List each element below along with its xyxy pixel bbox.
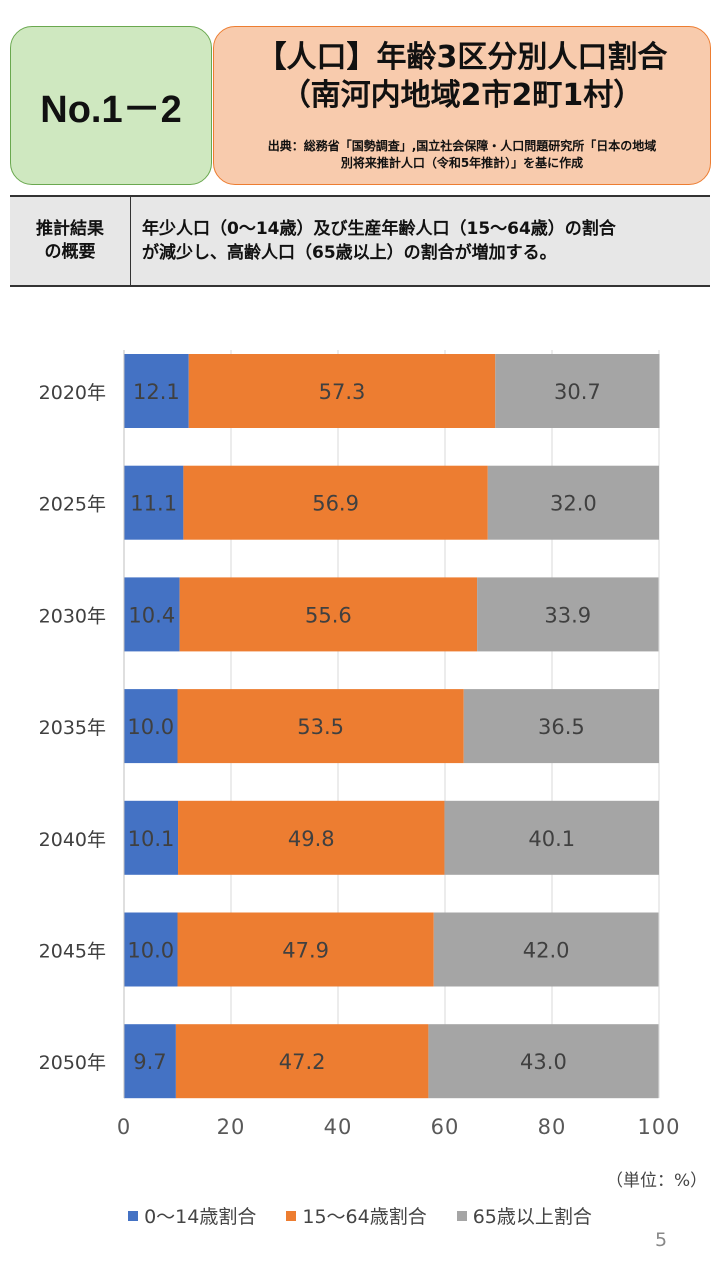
title-box: 【人口】年齢3区分別人口割合 （南河内地域2市2町1村） 出典：総務省「国勢調査… — [213, 26, 711, 185]
x-tick-label: 40 — [324, 1115, 353, 1139]
data-label: 49.8 — [288, 827, 335, 851]
x-tick-label: 0 — [117, 1115, 131, 1139]
bar-segment — [428, 1024, 659, 1099]
data-label: 47.2 — [279, 1050, 326, 1074]
bar-segment — [495, 354, 660, 428]
bar-segment — [124, 912, 178, 987]
data-label: 30.7 — [554, 380, 601, 404]
chart-title: 【人口】年齢3区分別人口割合 （南河内地域2市2町1村） — [214, 39, 710, 115]
data-label: 56.9 — [312, 492, 359, 516]
summary-label: 推計結果 の概要 — [10, 197, 131, 285]
data-label: 36.5 — [538, 715, 585, 739]
data-label: 53.5 — [297, 715, 344, 739]
bar-segment — [487, 465, 659, 540]
slide-code-box: No.1－2 — [10, 26, 212, 185]
bar-segment — [124, 800, 179, 875]
bar-segment — [178, 800, 445, 875]
data-label: 47.9 — [282, 939, 329, 963]
summary-text-line-2: が減少し、高齢人口（65歳以上）の割合が増加する。 — [142, 243, 557, 263]
summary-label-line-2: の概要 — [44, 242, 96, 262]
bar-segment — [124, 1024, 176, 1099]
legend-item-0-14: 0～14歳割合 — [128, 1202, 256, 1229]
y-category-label: 2025年 — [39, 494, 106, 516]
data-label: 32.0 — [550, 492, 597, 516]
y-category-label: 2050年 — [39, 1052, 106, 1074]
data-label: 11.1 — [130, 492, 177, 516]
title-line-1: 【人口】年齢3区分別人口割合 — [256, 40, 668, 75]
title-line-2: （南河内地域2市2町1村） — [280, 78, 644, 113]
bar-segment — [124, 689, 178, 764]
bar-segment — [124, 354, 189, 428]
legend-label-15-64: 15～64歳割合 — [302, 1206, 427, 1228]
bar-segment — [175, 1024, 429, 1099]
summary-label-line-1: 推計結果 — [36, 219, 104, 239]
bar-segment — [179, 577, 478, 652]
x-tick-label: 60 — [431, 1115, 460, 1139]
legend-swatch-65-plus — [456, 1210, 467, 1221]
legend: 0～14歳割合 15～64歳割合 65歳以上割合 — [0, 1202, 720, 1229]
y-category-label: 2020年 — [39, 382, 106, 404]
legend-item-65-plus: 65歳以上割合 — [456, 1202, 592, 1229]
legend-label-65-plus: 65歳以上割合 — [472, 1206, 592, 1228]
y-category-label: 2030年 — [39, 605, 106, 627]
bar-segment — [177, 689, 464, 764]
data-label: 12.1 — [133, 380, 180, 404]
bar-segment — [124, 577, 180, 652]
data-label: 55.6 — [305, 603, 352, 627]
y-category-label: 2035年 — [39, 717, 106, 739]
legend-label-0-14: 0～14歳割合 — [144, 1206, 257, 1228]
data-label: 33.9 — [544, 603, 591, 627]
data-label: 40.1 — [528, 827, 575, 851]
page-number: 5 — [655, 1229, 668, 1251]
source-line-1: 出典：総務省「国勢調査」,国立社会保障・人口問題研究所「日本の地域 — [267, 139, 657, 153]
legend-item-15-64: 15～64歳割合 — [286, 1202, 427, 1229]
data-label: 43.0 — [520, 1050, 567, 1074]
bar-segment — [188, 354, 496, 428]
legend-swatch-15-64 — [286, 1210, 297, 1221]
summary-text: 年少人口（0～14歳）及び生産年齢人口（15～64歳）の割合 が減少し、高齢人口… — [142, 217, 707, 265]
stacked-bar-chart: 0 20 40 60 80 100 2020年 12.1 57.3 30.7 2025年 11.1 56… — [39, 350, 680, 1139]
source-note: 出典：総務省「国勢調査」,国立社会保障・人口問題研究所「日本の地域 別将来推計人… — [214, 138, 710, 172]
bar-segment — [177, 912, 434, 987]
data-label: 10.0 — [127, 939, 174, 963]
x-tick-label: 20 — [217, 1115, 246, 1139]
summary-text-line-1: 年少人口（0～14歳）及び生産年齢人口（15～64歳）の割合 — [142, 219, 616, 239]
slide-code: No.1－2 — [40, 89, 182, 131]
data-label: 9.7 — [133, 1050, 166, 1074]
bar-segment — [124, 465, 184, 540]
legend-swatch-0-14 — [128, 1210, 139, 1221]
bar-segment — [433, 912, 659, 987]
source-line-2: 別将来推計人口（令和5年推計）」を基に作成 — [340, 156, 584, 170]
data-label: 10.0 — [127, 715, 174, 739]
bar-segment — [463, 689, 659, 764]
bar-segment — [444, 800, 659, 875]
x-tick-label: 80 — [538, 1115, 567, 1139]
x-tick-label: 100 — [637, 1115, 680, 1139]
bar-segment — [183, 465, 488, 540]
data-label: 10.4 — [128, 603, 175, 627]
unit-label: （単位：%） — [606, 1171, 708, 1191]
summary-table: 推計結果 の概要 年少人口（0～14歳）及び生産年齢人口（15～64歳）の割合 … — [10, 195, 710, 287]
y-category-label: 2040年 — [39, 829, 106, 851]
data-label: 42.0 — [523, 939, 570, 963]
y-category-label: 2045年 — [39, 941, 106, 963]
bar-segment — [477, 577, 659, 652]
data-label: 57.3 — [319, 380, 366, 404]
data-label: 10.1 — [128, 827, 175, 851]
